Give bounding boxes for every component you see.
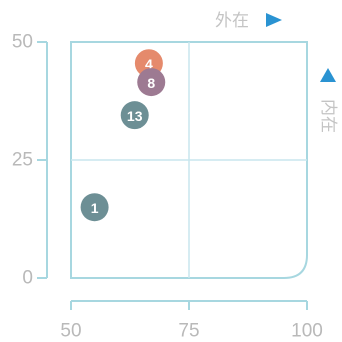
x-axis-arrow-icon xyxy=(266,13,282,27)
y-tick-label: 0 xyxy=(22,268,33,289)
x-tick-label: 100 xyxy=(291,321,323,342)
data-point-marker[interactable] xyxy=(137,68,166,97)
y-tick-label: 25 xyxy=(12,150,33,171)
data-point-marker[interactable] xyxy=(120,101,149,130)
data-point[interactable]: 13 xyxy=(120,101,149,130)
x-axis-ticks: 50 75 100 xyxy=(60,301,323,342)
data-points: 1 13 4 8 xyxy=(80,49,166,222)
data-point-label: 1 xyxy=(91,200,99,216)
x-axis-label: 外在 xyxy=(215,11,249,31)
data-point-label: 13 xyxy=(127,108,143,124)
data-point-label: 4 xyxy=(145,56,153,72)
data-point[interactable]: 1 xyxy=(80,193,109,222)
data-point[interactable]: 8 xyxy=(137,68,166,97)
y-axis-label: 内在 xyxy=(318,99,338,133)
plot-frame xyxy=(70,41,308,279)
x-tick-label: 50 xyxy=(60,321,81,342)
y-axis-ticks: 0 25 50 xyxy=(12,32,47,289)
y-axis-arrow-icon xyxy=(320,68,336,82)
data-point-marker[interactable] xyxy=(80,193,109,222)
y-tick-label: 50 xyxy=(12,32,33,53)
data-point-label: 8 xyxy=(147,75,155,91)
x-tick-label: 75 xyxy=(178,321,199,342)
